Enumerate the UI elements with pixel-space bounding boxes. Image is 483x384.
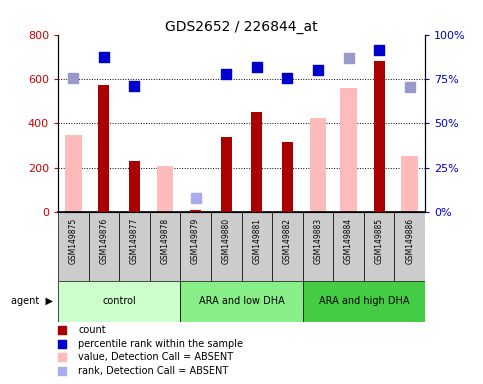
Text: rank, Detection Call = ABSENT: rank, Detection Call = ABSENT [78,366,228,376]
Bar [340,88,357,212]
Point [284,75,291,81]
Bar [303,281,425,322]
Bar [252,112,262,212]
Bar [221,137,231,212]
Point [222,71,230,77]
Bar [242,212,272,281]
Title: GDS2652 / 226844_at: GDS2652 / 226844_at [165,20,318,33]
Point [253,63,261,70]
Bar [180,212,211,281]
Bar [364,212,395,281]
Bar [119,212,150,281]
Point [345,55,353,61]
Bar [88,212,119,281]
Text: GSM149877: GSM149877 [130,218,139,264]
Bar [395,212,425,281]
Point [100,54,108,60]
Text: agent  ▶: agent ▶ [11,296,53,306]
Text: GSM149881: GSM149881 [252,218,261,264]
Bar [150,212,180,281]
Bar [190,210,201,212]
Bar [180,281,303,322]
Bar [374,61,384,212]
Text: count: count [78,325,106,335]
Text: GSM149875: GSM149875 [69,218,78,264]
Text: GSM149876: GSM149876 [99,218,108,264]
Bar [303,212,333,281]
Point [70,75,77,81]
Text: GSM149879: GSM149879 [191,218,200,264]
Text: GSM149884: GSM149884 [344,218,353,264]
Point [271,48,279,54]
Bar [401,156,418,212]
Point [271,296,279,302]
Bar [65,134,82,212]
Point [130,83,138,89]
Bar [99,84,109,212]
Bar [333,212,364,281]
Bar [272,212,303,281]
Bar [211,212,242,281]
Text: GSM149883: GSM149883 [313,218,323,264]
Bar [58,212,88,281]
Bar [156,166,173,212]
Bar [282,142,293,212]
Text: GSM149880: GSM149880 [222,218,231,264]
Text: GSM149885: GSM149885 [375,218,384,264]
Text: GSM149886: GSM149886 [405,218,414,264]
Point [406,84,413,90]
Bar [58,281,180,322]
Text: ARA and high DHA: ARA and high DHA [319,296,409,306]
Text: GSM149878: GSM149878 [160,218,170,264]
Text: GSM149882: GSM149882 [283,218,292,264]
Point [375,46,383,53]
Point [271,172,279,178]
Point [192,195,199,201]
Text: percentile rank within the sample: percentile rank within the sample [78,339,243,349]
Text: value, Detection Call = ABSENT: value, Detection Call = ABSENT [78,352,233,362]
Text: ARA and low DHA: ARA and low DHA [199,296,284,306]
Bar [310,118,327,212]
Bar [129,161,140,212]
Text: control: control [102,296,136,306]
Point [314,67,322,73]
